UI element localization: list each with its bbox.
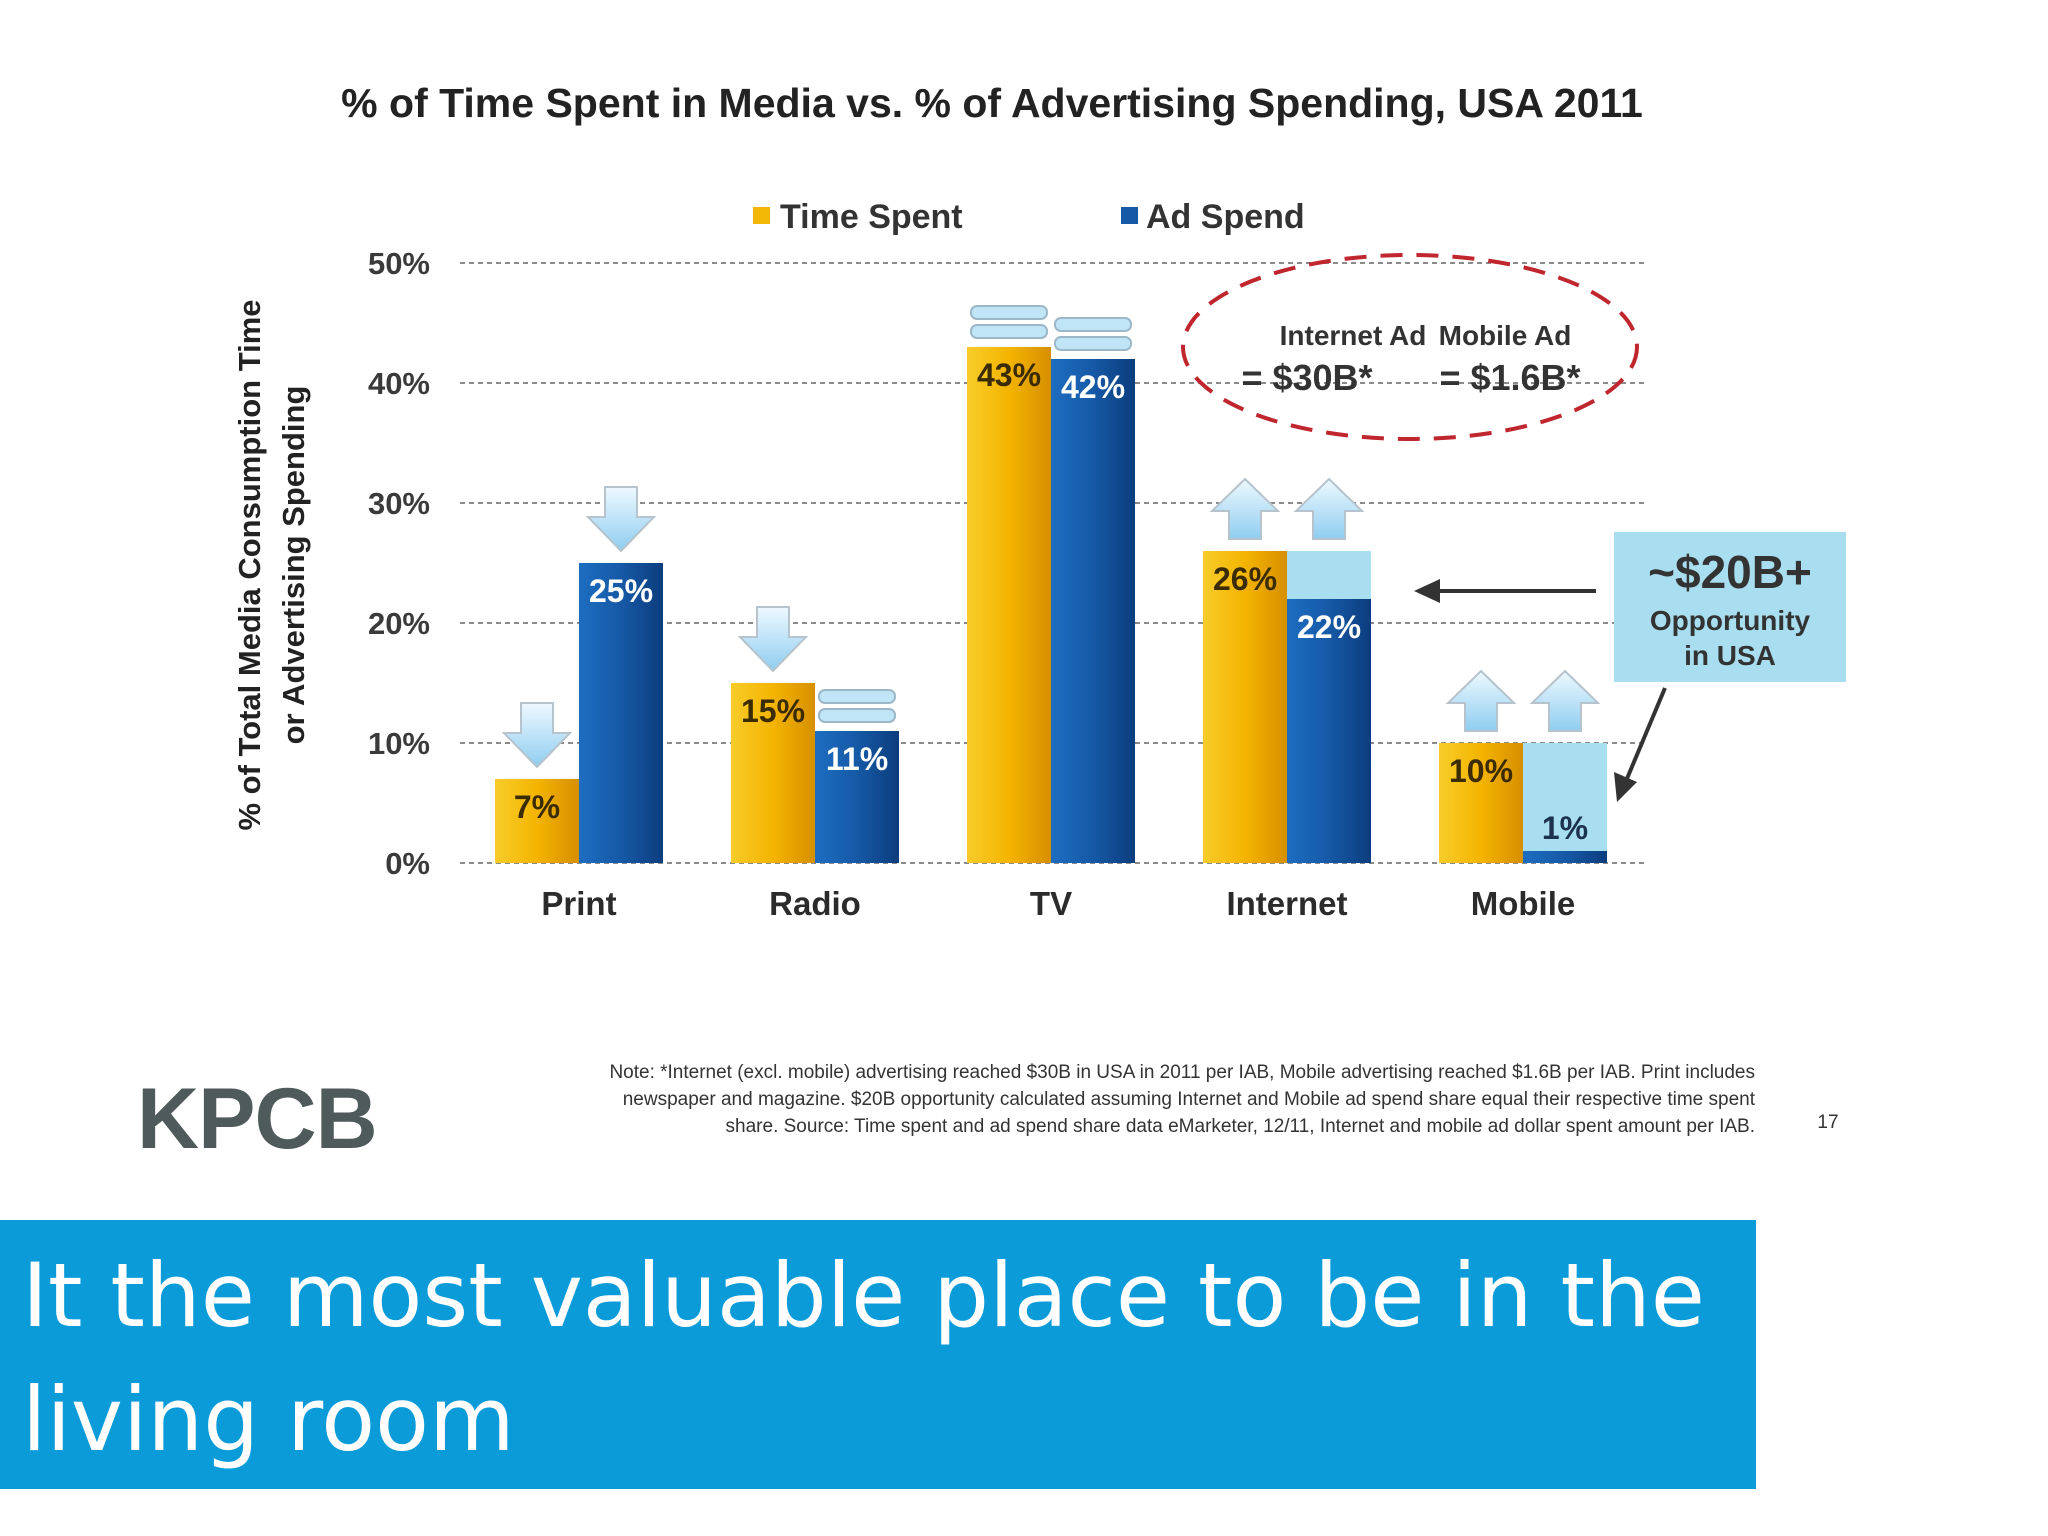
ad-dollar-callout-ellipse: [1181, 253, 1639, 441]
marker-print-time-spent-down-arrow-icon: [501, 702, 573, 769]
marker-tv-ad-spend-flat-icon-lower: [1054, 336, 1132, 351]
marker-tv-ad-spend-flat-icon-upper: [1054, 317, 1132, 332]
opportunity-line2: Opportunity: [1650, 605, 1811, 636]
category-label-print: Print: [541, 885, 616, 922]
bar-label-mobile-time-spent: 10%: [1449, 753, 1513, 789]
opportunity-fill-mobile: [1523, 743, 1607, 863]
marker-internet-time-spent-up-arrow-icon: [1209, 477, 1281, 540]
bar-radio-ad-spend: [815, 731, 899, 863]
bar-label-internet-time-spent: 26%: [1213, 561, 1277, 597]
legend-ad-spend-label: Ad Spend: [1146, 198, 1305, 236]
callout-mobile-value: = $1.6B*: [1439, 357, 1580, 398]
marker-internet-ad-spend-up-arrow-icon: [1293, 477, 1365, 540]
bar-mobile-time-spent: [1439, 743, 1523, 863]
opportunity-arrowhead-left: [1414, 579, 1440, 603]
y-tick-label: 10%: [368, 726, 430, 761]
bar-radio-time-spent: [731, 683, 815, 863]
y-axis-ticks: 0% 10% 20% 30% 40% 50%: [368, 246, 430, 881]
marker-mobile-time-spent-up-arrow-icon: [1445, 669, 1517, 732]
y-tick-label: 20%: [368, 606, 430, 641]
y-tick-label: 40%: [368, 366, 430, 401]
legend-time-spent-swatch: [753, 207, 770, 224]
y-axis-title-line2: or Advertising Spending: [276, 386, 311, 745]
bar-label-print-ad-spend: 25%: [589, 573, 653, 609]
bars: [495, 347, 1607, 863]
y-tick-label: 0%: [385, 846, 430, 881]
opportunity-line3: in USA: [1684, 640, 1776, 671]
marker-tv-time-spent-flat-icon-lower: [970, 324, 1048, 339]
opportunity-amount: ~$20B+: [1648, 546, 1812, 598]
opportunity-box: [1614, 532, 1846, 682]
bar-label-internet-ad-spend: 22%: [1297, 609, 1361, 645]
marker-tv-time-spent-flat-icon-upper: [970, 305, 1048, 320]
bar-label-mobile-ad-spend: 1%: [1542, 810, 1588, 846]
y-tick-label: 30%: [368, 486, 430, 521]
chart-svg: % of Time Spent in Media vs. % of Advert…: [137, 80, 1846, 1167]
bar-label-tv-ad-spend: 42%: [1061, 369, 1125, 405]
category-label-radio: Radio: [769, 885, 861, 922]
callout-internet-value: = $30B*: [1241, 357, 1372, 398]
chart-title: % of Time Spent in Media vs. % of Advert…: [341, 80, 1643, 126]
marker-radio-ad-spend-flat-icon-upper: [818, 689, 896, 704]
bar-internet-ad-spend: [1287, 599, 1371, 863]
note-line-3: share. Source: Time spent and ad spend s…: [726, 1116, 1755, 1137]
marker-radio-time-spent-down-arrow-icon: [737, 606, 809, 673]
bar-internet-time-spent: [1203, 551, 1287, 863]
category-label-tv: TV: [1030, 885, 1072, 922]
opportunity-arrowhead-down: [1614, 772, 1637, 802]
y-axis-title-line1: % of Total Media Consumption Time: [232, 299, 267, 830]
legend-time-spent-label: Time Spent: [780, 198, 963, 236]
bar-print-ad-spend: [579, 563, 663, 863]
marker-mobile-ad-spend-up-arrow-icon: [1529, 669, 1601, 732]
legend-ad-spend-swatch: [1121, 207, 1138, 224]
marker-radio-ad-spend-flat-icon-lower: [818, 708, 896, 723]
marker-tv-ad-spend-flat-icon: [1054, 317, 1132, 351]
note-line-2: newspaper and magazine. $20B opportunity…: [623, 1089, 1756, 1110]
y-tick-label: 50%: [368, 246, 430, 281]
opportunity-arrow-line-down: [1624, 687, 1667, 782]
kpcb-logo: KPCB: [137, 1071, 377, 1167]
bar-labels: 7% 25% 15% 11% 43% 42% 26% 22% 10% 1%: [514, 357, 1588, 846]
trend-markers: [501, 305, 1601, 769]
bar-tv-time-spent: [967, 347, 1051, 863]
bar-tv-ad-spend: [1051, 359, 1135, 863]
bar-label-tv-time-spent: 43%: [977, 357, 1041, 393]
bar-mobile-ad-spend: [1523, 851, 1607, 863]
callout-internet-label: Internet Ad: [1280, 320, 1427, 351]
callout-mobile-label: Mobile Ad: [1439, 320, 1572, 351]
bar-print-time-spent: [495, 779, 579, 863]
category-label-mobile: Mobile: [1471, 885, 1576, 922]
slide-caption: It the most valuable place to be in the …: [0, 1220, 1756, 1489]
marker-tv-time-spent-flat-icon: [970, 305, 1048, 339]
marker-radio-ad-spend-flat-icon: [818, 689, 896, 723]
marker-print-ad-spend-down-arrow-icon: [585, 486, 657, 553]
category-label-internet: Internet: [1226, 885, 1347, 922]
category-labels: Print Radio TV Internet Mobile: [541, 885, 1575, 922]
bar-label-radio-time-spent: 15%: [741, 693, 805, 729]
page-number: 17: [1817, 1112, 1838, 1133]
bar-label-print-time-spent: 7%: [514, 789, 560, 825]
note-line-1: Note: *Internet (excl. mobile) advertisi…: [609, 1062, 1755, 1083]
bar-label-radio-ad-spend: 11%: [826, 741, 888, 777]
